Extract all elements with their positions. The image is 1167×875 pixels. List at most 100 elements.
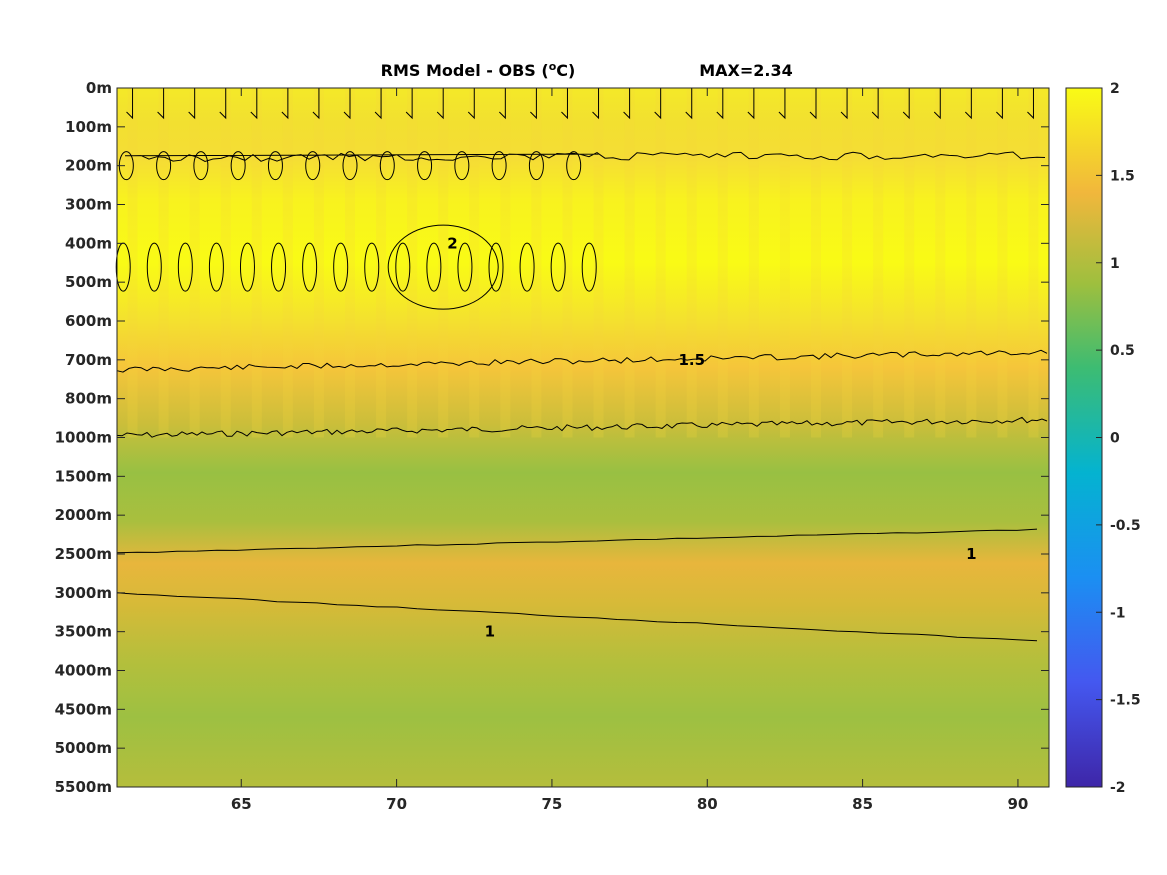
x-tick-label-5: 90 (1007, 795, 1028, 813)
stripe (1028, 88, 1039, 438)
contour-2-loop (519, 242, 535, 292)
contour-label-1: 1 (485, 623, 495, 641)
stripe (345, 88, 355, 438)
contour-2-surface (592, 88, 600, 120)
contour-2-surface (250, 88, 258, 120)
contour-2-loop (271, 242, 287, 292)
contour-2-surface (405, 88, 413, 120)
stripe (624, 88, 635, 438)
x-tick-label-1: 70 (386, 795, 407, 813)
contour-2-surface (561, 88, 568, 120)
contour-1.5-loop (230, 151, 246, 181)
y-tick-label-18: 5500m (55, 778, 112, 796)
contour-1-2500m (116, 528, 1038, 554)
stripe (904, 88, 915, 438)
contour-2-loop (395, 242, 411, 292)
y-axis: 0m 100m 200m 300m 400m 500m 600m 700m 800m 1000m 1… (55, 79, 1049, 796)
stripe (562, 88, 573, 438)
contour-2-loop (550, 242, 566, 292)
contour-2-loop (239, 242, 255, 292)
y-tick-label-11: 2000m (55, 506, 112, 524)
stripe (748, 88, 759, 438)
contour-1.5-loop (566, 151, 582, 181)
contour-2-surface (902, 88, 910, 120)
stripe (500, 88, 511, 438)
stripe (686, 88, 697, 438)
cbar-tick-label-8: -2 (1110, 780, 1126, 796)
contour-2-surface (685, 88, 693, 120)
contour-2-loop (488, 242, 504, 292)
stripe (842, 88, 853, 438)
contour-2-surface (374, 88, 382, 120)
y-tick-label-7: 700m (65, 351, 112, 369)
contour-2-surface (840, 88, 848, 120)
stripe (158, 88, 169, 438)
stripe (811, 88, 821, 438)
contour-2-surface (933, 88, 941, 120)
x-tick-label-0: 65 (231, 795, 252, 813)
contour-2-loop (581, 242, 597, 292)
stripe (593, 88, 604, 438)
contour-1.5-loop (528, 151, 544, 181)
contour-2-surface (157, 88, 165, 120)
contour-1.5-loop (267, 151, 283, 181)
stripe (127, 88, 138, 438)
stripe (313, 88, 324, 438)
contour-2-surface (654, 88, 662, 120)
contour-2-loop (457, 242, 473, 292)
stripe (376, 88, 387, 438)
cbar-tick-label-5: -0.5 (1110, 518, 1141, 534)
contour-1.5-loop (454, 151, 470, 181)
y-tick-label-5: 500m (65, 273, 112, 291)
stripe (220, 88, 231, 438)
contour-label-2: 1 (966, 545, 976, 563)
stripe (966, 88, 977, 438)
x-axis: 65 70 75 80 85 90 (231, 88, 1028, 813)
stripe (469, 88, 480, 438)
contour-1.5-700m (116, 349, 1048, 373)
contour-1-1000m (116, 416, 1048, 438)
cbar-tick-label-2: 1 (1110, 256, 1120, 272)
cbar-tick-label-0: 2 (1110, 81, 1120, 97)
contour-2-loop (208, 242, 224, 292)
stripe (997, 88, 1008, 438)
contour-2-surface (498, 88, 506, 120)
contour-2-surface (964, 88, 972, 120)
contour-2-loop (302, 242, 318, 292)
contour-lines (115, 88, 1048, 642)
contour-1.5-loop (417, 151, 433, 181)
contour-2-surface (778, 88, 786, 120)
stripe (935, 88, 946, 438)
contour-2-surface (809, 88, 817, 120)
colorbar-axis: 2 1.5 1 0.5 0 -0.5 -1 -1.5 -2 (1096, 81, 1141, 796)
contour-1.5-loop (491, 151, 507, 181)
contour-1.5-upper (124, 151, 1046, 163)
cbar-tick-label-7: -1.5 (1110, 693, 1141, 709)
y-tick-label-9: 1000m (55, 429, 112, 447)
y-tick-label-17: 5000m (55, 739, 112, 757)
contour-label-0: 1.5 (678, 351, 705, 369)
stripe (873, 88, 884, 438)
contour-2-loop (146, 242, 162, 292)
contour-2-surface (871, 88, 879, 120)
y-tick-label-13: 3000m (55, 584, 112, 602)
contour-2-surface (467, 88, 475, 120)
x-tick-label-4: 85 (852, 795, 873, 813)
y-tick-label-16: 4500m (55, 700, 112, 718)
y-tick-label-8: 800m (65, 390, 112, 408)
y-tick-label-12: 2500m (55, 545, 112, 563)
stripe (531, 88, 542, 438)
contour-2-surface (188, 88, 196, 120)
y-tick-label-4: 400m (65, 234, 112, 252)
contour-2-surface (219, 88, 227, 120)
y-tick-label-1: 100m (65, 118, 112, 136)
max-label: MAX=2.34 (699, 61, 793, 80)
stripe (779, 88, 790, 438)
contour-2-loop (333, 242, 349, 292)
stripe (655, 88, 666, 438)
contour-1.5-loop (193, 151, 209, 181)
y-tick-label-2: 200m (65, 157, 112, 175)
y-tick-label-3: 300m (65, 196, 112, 214)
chart-title: RMS Model - OBS (oC) (381, 60, 576, 80)
